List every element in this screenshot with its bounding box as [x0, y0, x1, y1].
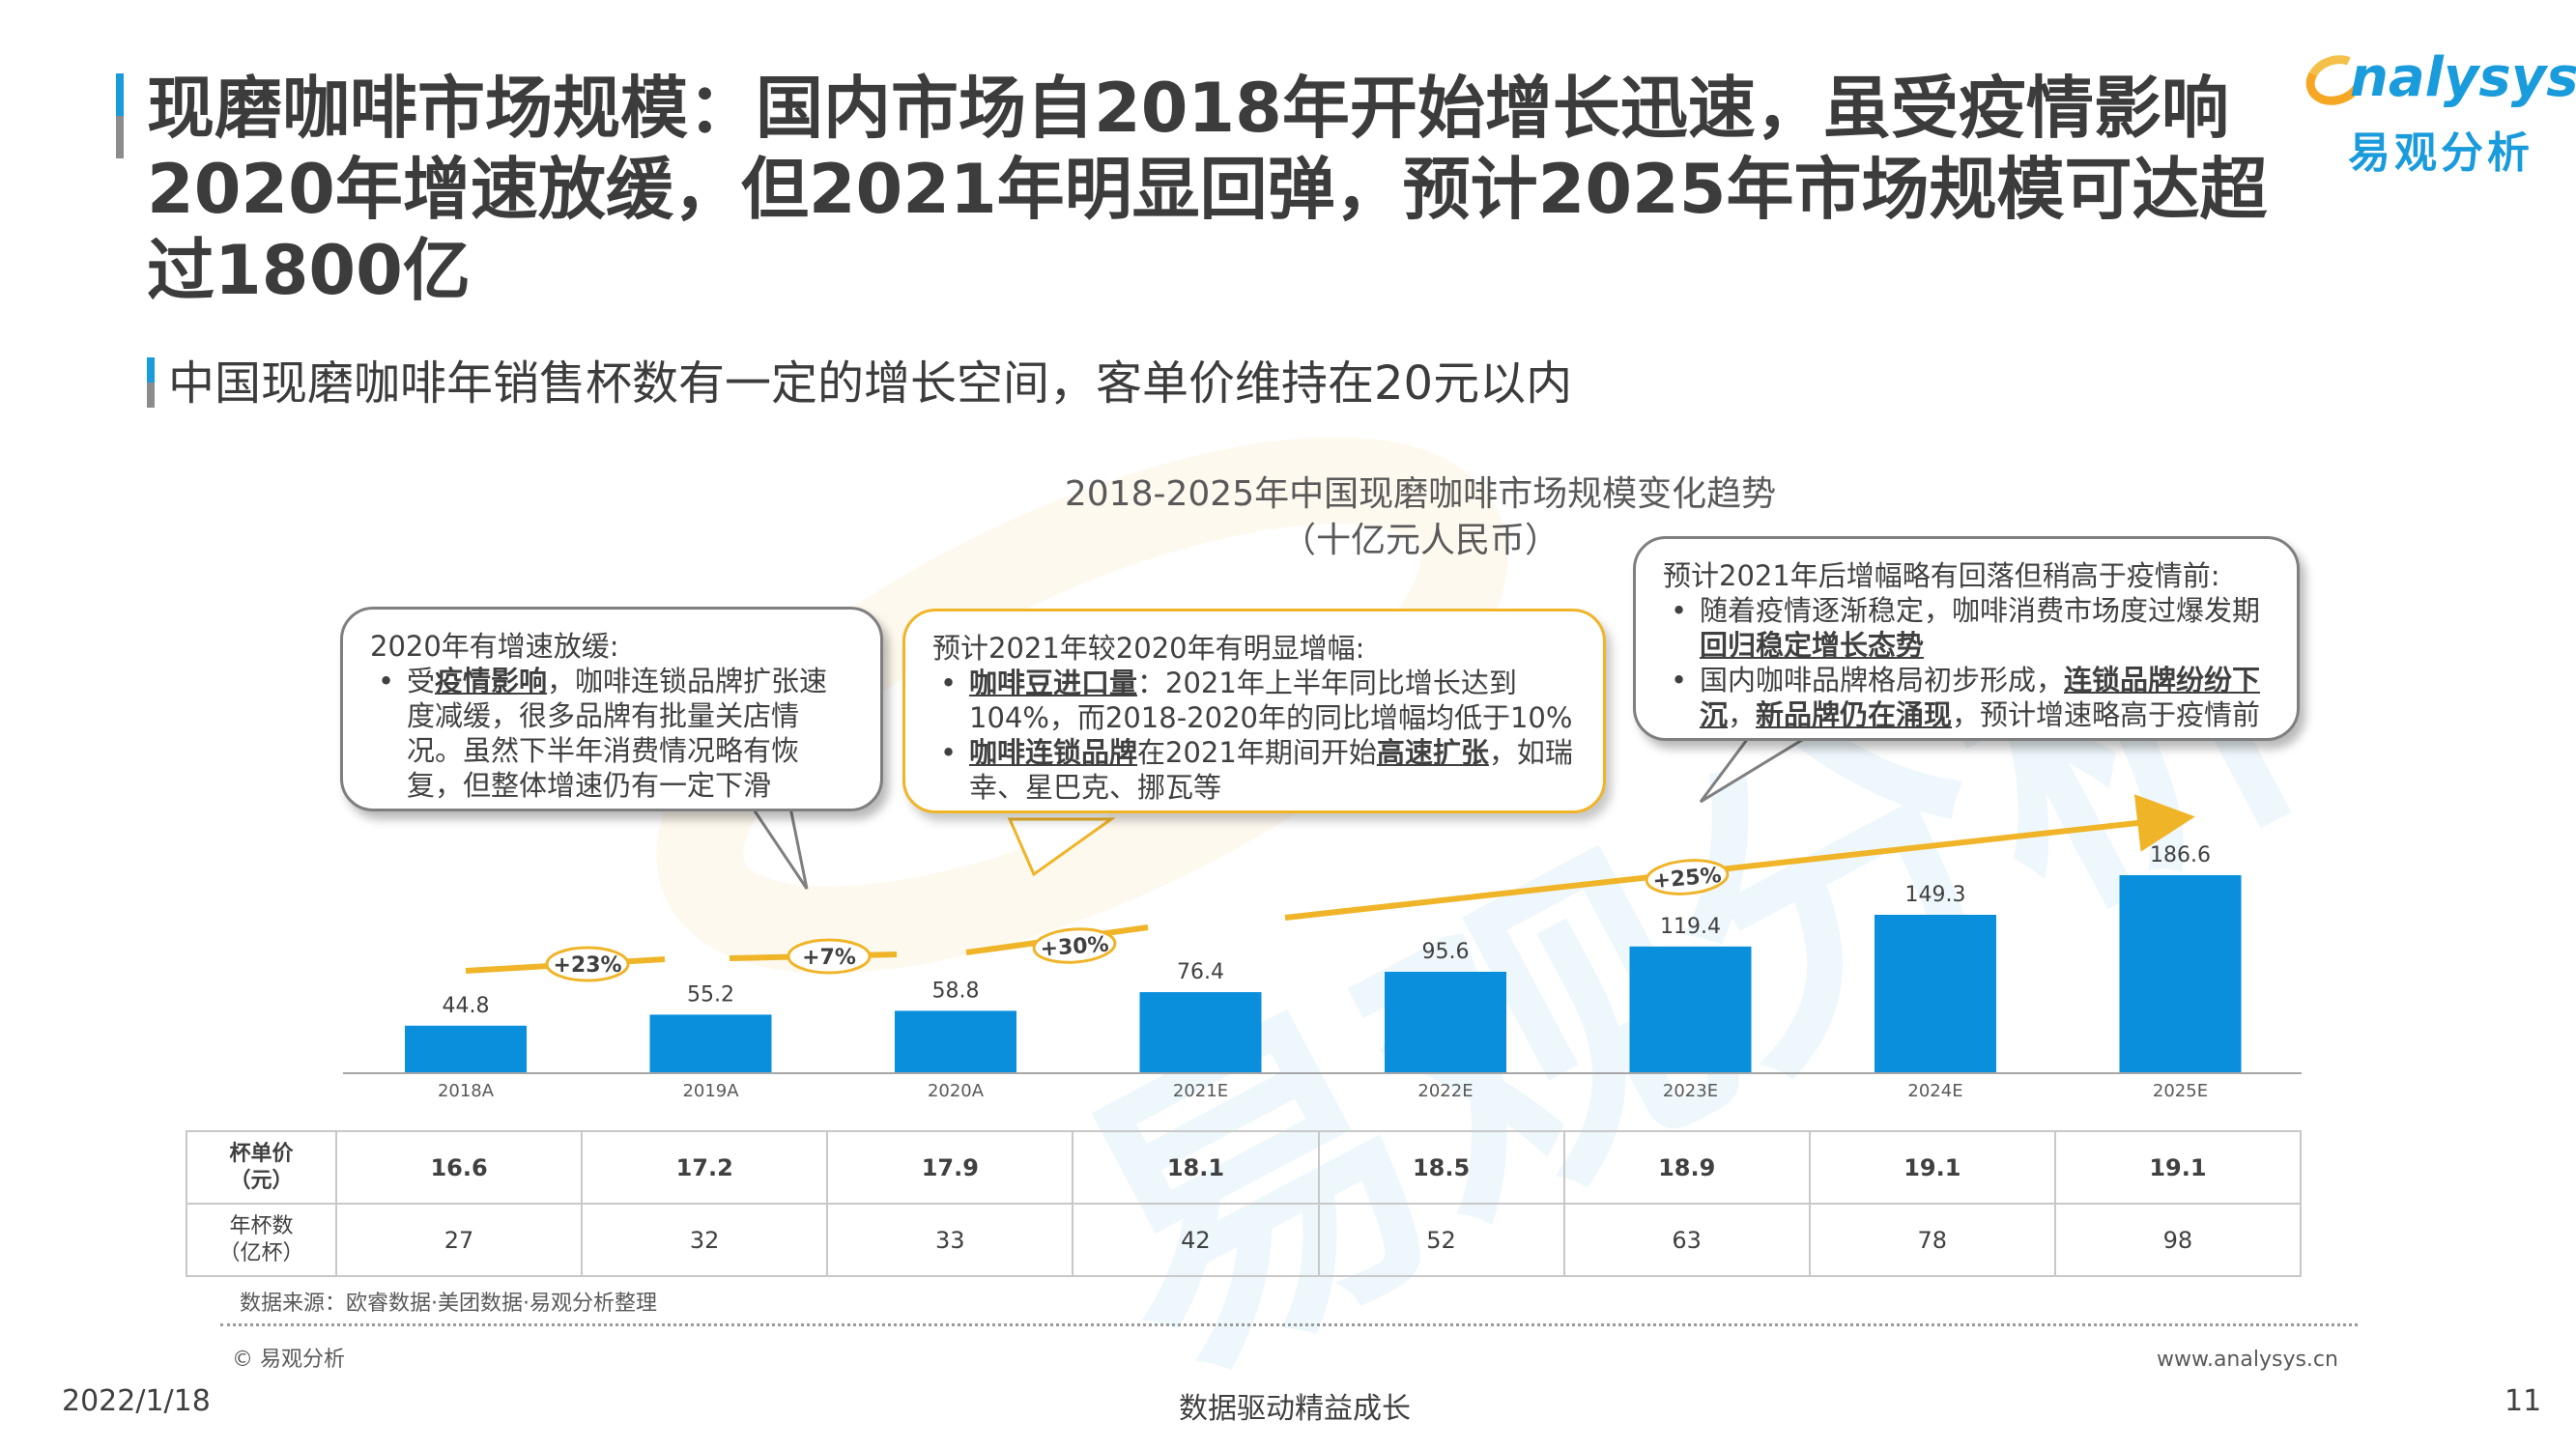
bar-2019A [649, 1014, 772, 1073]
table-cell: 98 [2053, 1203, 2303, 1277]
footer-slogan: 数据驱动精益成长 [1179, 1392, 1411, 1426]
trend-arrow-segment [1284, 794, 2195, 921]
table-cell: 52 [1317, 1203, 1565, 1277]
table-cell: 18.5 [1317, 1130, 1565, 1205]
bar-2020A [895, 1010, 1016, 1073]
bar-2018A [405, 1025, 527, 1073]
x-tick-label: 2020A [928, 1081, 985, 1101]
bar-value-label: 119.4 [1660, 915, 1721, 939]
callout-2020-head: 2020年有增速放缓: [370, 630, 619, 663]
table-cell: 17.9 [826, 1130, 1074, 1205]
title-accent-bar [116, 73, 124, 158]
x-tick-label: 2024E [1907, 1081, 1962, 1101]
growth-badge-outline [787, 938, 872, 975]
data-source: 数据来源：欧睿数据·美团数据·易观分析整理 [240, 1292, 657, 1316]
table-cell: 42 [1072, 1203, 1320, 1277]
callout-2021-bullet-1: 咖啡豆进口量：2021年上半年同比增长达到104%，而2018-2020年的同比… [932, 666, 1576, 735]
callout-2020-bullet: 受疫情影响，咖啡连锁品牌扩张速度减缓，很多品牌有批量关店情况。虽然下半年消费情况… [370, 664, 853, 803]
growth-badge-outline [1032, 927, 1117, 964]
bar-value-label: 186.6 [2150, 843, 2211, 867]
callout-2021-bullet-2: 咖啡连锁品牌在2021年期间开始高速扩张，如瑞幸、星巴克、挪瓦等 [932, 735, 1576, 805]
table-cell: 18.9 [1562, 1130, 1811, 1205]
bar-value-label: 76.4 [1177, 960, 1224, 984]
bar-value-label: 44.8 [443, 994, 490, 1018]
table-cell: 63 [1562, 1203, 1811, 1277]
page-number: 11 [2504, 1384, 2542, 1418]
table-cell: 78 [1808, 1203, 2056, 1277]
chart-title: 2018-2025年中国现磨咖啡市场规模变化趋势 （十亿元人民币） [754, 471, 2087, 564]
bar-2021E [1139, 992, 1262, 1073]
table-cell: 16.6 [334, 1130, 584, 1205]
logo-text-cn: 易观分析 [2348, 128, 2533, 178]
x-tick-label: 2018A [438, 1081, 495, 1101]
logo-text-en: nalysys [2350, 46, 2576, 109]
bar-value-label: 58.8 [932, 979, 980, 1003]
bar-2024E [1875, 914, 1996, 1073]
copyright: © 易观分析 [232, 1348, 345, 1372]
x-tick-label: 2019A [682, 1081, 739, 1101]
page-title: 现磨咖啡市场规模：国内市场自2018年开始增长迅速，虽受疫情影响2020年增速放… [147, 69, 2268, 310]
chart-title-unit: （十亿元人民币） [1280, 521, 1560, 560]
growth-label: +23% [553, 953, 621, 978]
growth-label: +7% [802, 946, 856, 970]
table-row-cups: 年杯数 （亿杯） 27 32 33 42 52 63 78 98 [186, 1203, 2303, 1277]
x-tick-label: 2021E [1173, 1081, 1228, 1101]
table-row-price: 杯单价 （元） 16.6 17.2 17.9 18.1 18.5 18.9 19.… [186, 1130, 2303, 1205]
callout-2020: 2020年有增速放缓: 受疫情影响，咖啡连锁品牌扩张速度减缓，很多品牌有批量关店… [340, 607, 883, 811]
analysys-logo: nalysys 易观分析 [2299, 39, 2576, 178]
table-cell: 17.2 [581, 1130, 829, 1205]
x-tick-label: 2023E [1663, 1081, 1718, 1101]
bar-2023E [1629, 946, 1752, 1073]
callout-2021: 预计2021年较2020年有明显增幅: 咖啡豆进口量：2021年上半年同比增长达… [902, 609, 1606, 813]
subtitle-accent-bar [147, 357, 155, 408]
website-link[interactable]: www.analysys.cn [2157, 1348, 2338, 1372]
bar-2022E [1385, 971, 1506, 1073]
page-subtitle: 中国现磨咖啡年销售杯数有一定的增长空间，客单价维持在20元以内 [168, 356, 1573, 411]
bar-value-label: 95.6 [1422, 940, 1470, 964]
growth-badge: +23% [545, 946, 630, 982]
table-cell: 19.1 [1808, 1130, 2056, 1205]
table-row-label: 年杯数 （亿杯） [186, 1203, 337, 1277]
bar-2025E [2119, 875, 2242, 1073]
callout-2021-head: 预计2021年较2020年有明显增幅: [932, 632, 1365, 665]
table-cell: 32 [581, 1203, 829, 1277]
callout-after-bullet-2: 国内咖啡品牌格局初步形成，连锁品牌纷纷下沉，新品牌仍在涌现，预计增速略高于疫情前 [1663, 663, 2270, 732]
footer-date: 2022/1/18 [62, 1384, 211, 1418]
growth-badge: +30% [1032, 927, 1117, 964]
table-cell: 18.1 [1072, 1130, 1320, 1205]
callout-after-2021: 预计2021年后增幅略有回落但稍高于疫情前: 随着疫情逐渐稳定，咖啡消费市场度过… [1633, 536, 2300, 741]
x-tick-label: 2022E [1417, 1081, 1473, 1101]
metrics-table: 杯单价 （元） 16.6 17.2 17.9 18.1 18.5 18.9 19.… [186, 1130, 2303, 1277]
bar-value-label: 149.3 [1905, 883, 1966, 907]
growth-badge: +25% [1645, 859, 1730, 895]
growth-label: +25% [1652, 864, 1723, 894]
growth-label: +30% [1040, 933, 1110, 962]
footer-divider [220, 1323, 2358, 1326]
chart-title-main: 2018-2025年中国现磨咖啡市场规模变化趋势 [1064, 474, 1777, 514]
growth-badge-outline [545, 946, 630, 982]
bar-value-label: 55.2 [687, 982, 734, 1007]
x-tick-label: 2025E [2153, 1081, 2208, 1101]
callout-after-head: 预计2021年后增幅略有回落但稍高于疫情前: [1663, 559, 2220, 592]
growth-badge: +7% [787, 938, 872, 975]
table-cell: 33 [826, 1203, 1074, 1277]
table-cell: 27 [334, 1203, 584, 1277]
callout-after-bullet-1: 随着疫情逐渐稳定，咖啡消费市场度过爆发期回归稳定增长态势 [1663, 593, 2270, 663]
table-cell: 19.1 [2053, 1130, 2303, 1205]
table-row-label: 杯单价 （元） [186, 1130, 337, 1205]
growth-badge-outline [1645, 859, 1730, 895]
